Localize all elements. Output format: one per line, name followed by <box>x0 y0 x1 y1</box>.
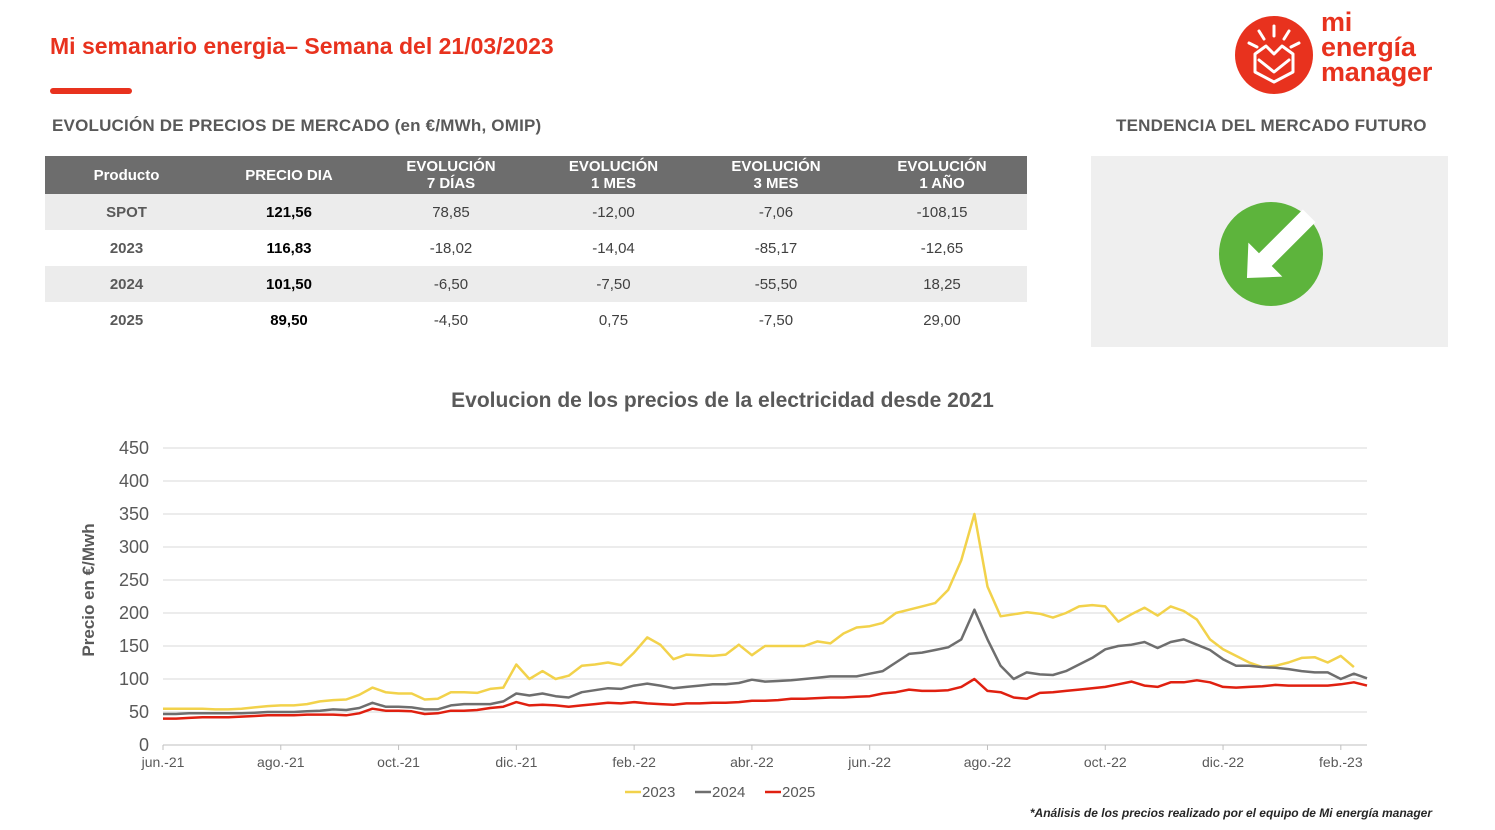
y-tick-label: 150 <box>119 636 149 656</box>
table-row: 2025 89,50 -4,50 0,75 -7,50 29,00 <box>45 302 1027 338</box>
col-header-evolution-3-months: EVOLUCIÓN 3 MES <box>695 156 857 194</box>
col-header-evolution-1-month: EVOLUCIÓN 1 MES <box>532 156 695 194</box>
price-line-chart: 0 50 100 150 200 250 300 350 400 450 jun.-21 ago.-2… <box>79 438 1368 801</box>
arrow-down-right-icon <box>1219 202 1323 306</box>
title-underline <box>50 88 132 94</box>
x-tick-label: ago.-22 <box>964 754 1012 770</box>
x-tick-label: dic.-21 <box>495 754 537 770</box>
price-cell: 89,50 <box>270 311 308 329</box>
product-cell: SPOT <box>45 194 208 230</box>
logo-mark-icon <box>1235 16 1313 94</box>
evolution-cell: -55,50 <box>695 266 857 302</box>
legend-label-2023: 2023 <box>642 784 675 801</box>
page-title: Mi semanario energia– Semana del 21/03/2… <box>50 33 554 59</box>
evolution-cell: -7,06 <box>695 194 857 230</box>
series-line-2025 <box>163 677 1368 720</box>
col-header-evolution-1-year: EVOLUCIÓN 1 AÑO <box>857 156 1027 194</box>
evolution-cell: -7,50 <box>758 311 794 329</box>
trend-panel <box>1091 156 1448 347</box>
y-tick-label: 100 <box>119 669 149 689</box>
x-tick-label: ago.-21 <box>257 754 305 770</box>
series-line-2023 <box>163 512 1355 711</box>
table-header-row: Producto PRECIO DIA EVOLUCIÓN 7 DÍAS EVOL… <box>45 156 1027 194</box>
market-table-title: EVOLUCIÓN DE PRECIOS DE MERCADO (en €/MW… <box>52 116 542 135</box>
series-line-2024 <box>163 608 1368 716</box>
product-cell: 2023 <box>109 239 144 257</box>
table-row: 2023 116,83 -18,02 -14,04 -85,17 -12,65 <box>45 230 1027 266</box>
chart-gridlines <box>163 447 1367 713</box>
x-tick-label: dic.-22 <box>1202 754 1244 770</box>
price-cell: 101,50 <box>208 266 370 302</box>
evolution-cell: -6,50 <box>370 266 532 302</box>
logo-line-1: mi <box>1321 7 1353 37</box>
x-tick-label: oct.-21 <box>377 754 420 770</box>
evolution-cell: -18,02 <box>429 239 473 257</box>
legend-label-2025: 2025 <box>782 784 815 801</box>
chart-legend: 2023 2024 2025 <box>625 784 815 801</box>
y-tick-label: 350 <box>119 504 149 524</box>
col-header-product: Producto <box>45 156 208 194</box>
evolution-cell: -14,04 <box>592 239 635 257</box>
table-row: SPOT 121,56 78,85 -12,00 -7,06 -108,15 <box>45 194 1027 230</box>
evolution-cell: -12,00 <box>532 194 695 230</box>
col-header-daily-price: PRECIO DIA <box>208 156 370 194</box>
y-tick-label: 450 <box>119 438 149 458</box>
trend-title: TENDENCIA DEL MERCADO FUTURO <box>1116 116 1427 135</box>
market-price-table: Producto PRECIO DIA EVOLUCIÓN 7 DÍAS EVOL… <box>45 156 1027 338</box>
evolution-cell: -12,65 <box>920 239 964 257</box>
x-tick-label: jun.-21 <box>141 754 185 770</box>
logo-line-3: manager <box>1321 57 1433 87</box>
evolution-cell: -7,50 <box>532 266 695 302</box>
legend-label-2024: 2024 <box>712 784 745 801</box>
x-tick-label: feb.-22 <box>612 754 656 770</box>
chart-title: Evolucion de los precios de la electrici… <box>451 389 994 412</box>
chart-axes: 0 50 100 150 200 250 300 350 400 450 jun.-21 ago.-2… <box>119 438 1367 770</box>
x-tick-label: oct.-22 <box>1084 754 1127 770</box>
evolution-cell: -4,50 <box>433 311 469 329</box>
y-tick-label: 400 <box>119 471 149 491</box>
y-tick-label: 0 <box>139 735 149 755</box>
y-tick-label: 200 <box>119 603 149 623</box>
y-axis-label: Precio en €/Mwh <box>79 523 98 656</box>
y-tick-label: 250 <box>119 570 149 590</box>
evolution-cell: 29,00 <box>923 311 961 329</box>
product-cell: 2025 <box>109 311 144 329</box>
logo-wordmark: mi energía manager <box>1321 7 1433 87</box>
y-tick-label: 50 <box>129 702 149 722</box>
evolution-cell: -85,17 <box>754 239 798 257</box>
logo-line-2: energía <box>1321 32 1416 62</box>
chart-series <box>163 512 1368 720</box>
y-tick-label: 300 <box>119 537 149 557</box>
brand-logo: mi energía manager <box>1235 7 1475 95</box>
table-row: 2024 101,50 -6,50 -7,50 -55,50 18,25 <box>45 266 1027 302</box>
price-cell: 116,83 <box>266 239 312 257</box>
evolution-cell: 0,75 <box>598 311 629 329</box>
evolution-cell: 78,85 <box>370 194 532 230</box>
evolution-cell: -108,15 <box>857 194 1027 230</box>
x-tick-label: jun.-22 <box>847 754 891 770</box>
footnote: *Análisis de los precios realizado por e… <box>1029 806 1432 820</box>
evolution-cell: 18,25 <box>857 266 1027 302</box>
col-header-evolution-7-days: EVOLUCIÓN 7 DÍAS <box>370 156 532 194</box>
product-cell: 2024 <box>45 266 208 302</box>
price-cell: 121,56 <box>208 194 370 230</box>
x-tick-label: feb.-23 <box>1319 754 1363 770</box>
x-tick-label: abr.-22 <box>730 754 774 770</box>
